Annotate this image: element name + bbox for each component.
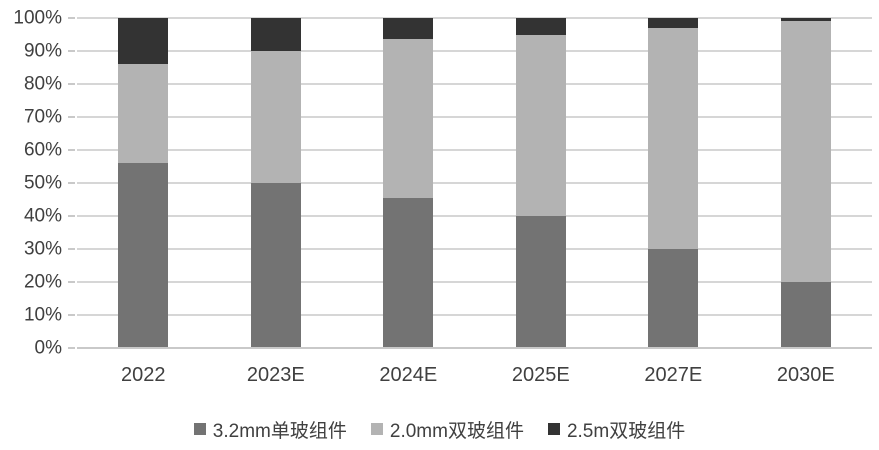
y-axis-label: 100%: [13, 7, 62, 29]
y-axis-tick: [68, 347, 75, 349]
bar-column: [77, 18, 210, 348]
stacked-bar: [648, 18, 699, 348]
y-axis-tick: [68, 248, 75, 250]
bar-segment: [780, 18, 831, 22]
y-axis-label: 90%: [23, 40, 62, 62]
bar-segment: [250, 183, 301, 348]
bar-segment: [118, 18, 169, 65]
y-axis-tick: [68, 149, 75, 151]
y-axis-label: 40%: [23, 205, 62, 227]
bar-segment: [118, 64, 169, 164]
y-axis-label: 70%: [23, 106, 62, 128]
stacked-bar: [118, 18, 169, 348]
legend-label: 3.2mm单玻组件: [212, 420, 347, 442]
bar-segment: [780, 282, 831, 348]
x-axis-label: 2022: [120, 364, 166, 386]
x-axis-line: [77, 347, 872, 349]
legend-marker-icon: [547, 423, 560, 435]
gridline: [77, 116, 872, 118]
stacked-bar: [383, 18, 434, 348]
y-axis-label: 50%: [23, 172, 62, 194]
y-axis-tick: [68, 314, 75, 316]
y-axis-tick: [68, 17, 75, 19]
y-axis-label: 80%: [23, 73, 62, 95]
bar-segment: [383, 18, 434, 40]
plot-area: [68, 17, 873, 349]
bar-column: [740, 18, 873, 348]
x-axis-labels: 2022 2023E 2024E 2025E 2027E 2030E: [77, 364, 872, 390]
legend: 3.2mm单玻组件 2.0mm双玻组件 2.5m双玻组件: [0, 415, 879, 443]
gridline: [77, 248, 872, 250]
y-axis-tick: [68, 281, 75, 283]
bar-segment: [780, 21, 831, 282]
bar-column: [209, 18, 342, 348]
x-axis-label: 2023E: [246, 364, 305, 386]
x-axis-label: 2027E: [644, 364, 703, 386]
gridline: [77, 215, 872, 217]
legend-label: 2.5m双玻组件: [566, 420, 686, 442]
y-axis-tick: [68, 215, 75, 217]
stacked-bar: [780, 18, 831, 348]
y-axis-tick: [68, 116, 75, 118]
y-axis-labels: 0% 10% 20% 30% 40% 50% 60% 70% 80% 90% 100%: [0, 9, 62, 358]
bar-column: [607, 18, 740, 348]
y-axis-label: 0%: [34, 337, 62, 359]
bar-segment: [648, 27, 699, 249]
legend-item: 2.0mm双玻组件: [370, 416, 524, 443]
bar-segment: [383, 39, 434, 198]
gridline: [77, 50, 872, 52]
legend-item: 3.2mm单玻组件: [193, 416, 347, 443]
bar-segment: [515, 34, 566, 216]
y-axis-label: 10%: [23, 304, 62, 326]
x-axis-label: 2025E: [511, 364, 570, 386]
bar-column: [475, 18, 608, 348]
y-axis-label: 30%: [23, 238, 62, 260]
gridline: [77, 17, 872, 19]
bar-column: [342, 18, 475, 348]
legend-item: 2.5m双玻组件: [547, 416, 686, 443]
y-axis-label: 20%: [23, 271, 62, 293]
x-axis-label: 2024E: [379, 364, 438, 386]
bar-segment: [648, 18, 699, 28]
bar-segment: [515, 216, 566, 348]
legend-marker-icon: [193, 423, 206, 435]
bar-segment: [118, 163, 169, 348]
bar-segment: [383, 197, 434, 348]
bar-segment: [250, 51, 301, 183]
legend-marker-icon: [370, 423, 383, 435]
gridline: [77, 281, 872, 283]
legend-label: 2.0mm双玻组件: [389, 420, 524, 442]
stacked-bar: [515, 18, 566, 348]
bar-segment: [515, 18, 566, 35]
y-axis-tick: [68, 83, 75, 85]
y-axis-label: 60%: [23, 139, 62, 161]
gridline: [77, 314, 872, 316]
y-axis-tick: [68, 182, 75, 184]
bar-segment: [648, 249, 699, 348]
bar-segment: [250, 18, 301, 51]
gridline: [77, 149, 872, 151]
gridline: [77, 182, 872, 184]
stacked-bar: [250, 18, 301, 348]
x-axis-label: 2030E: [776, 364, 835, 386]
gridline: [77, 83, 872, 85]
y-axis-tick: [68, 50, 75, 52]
